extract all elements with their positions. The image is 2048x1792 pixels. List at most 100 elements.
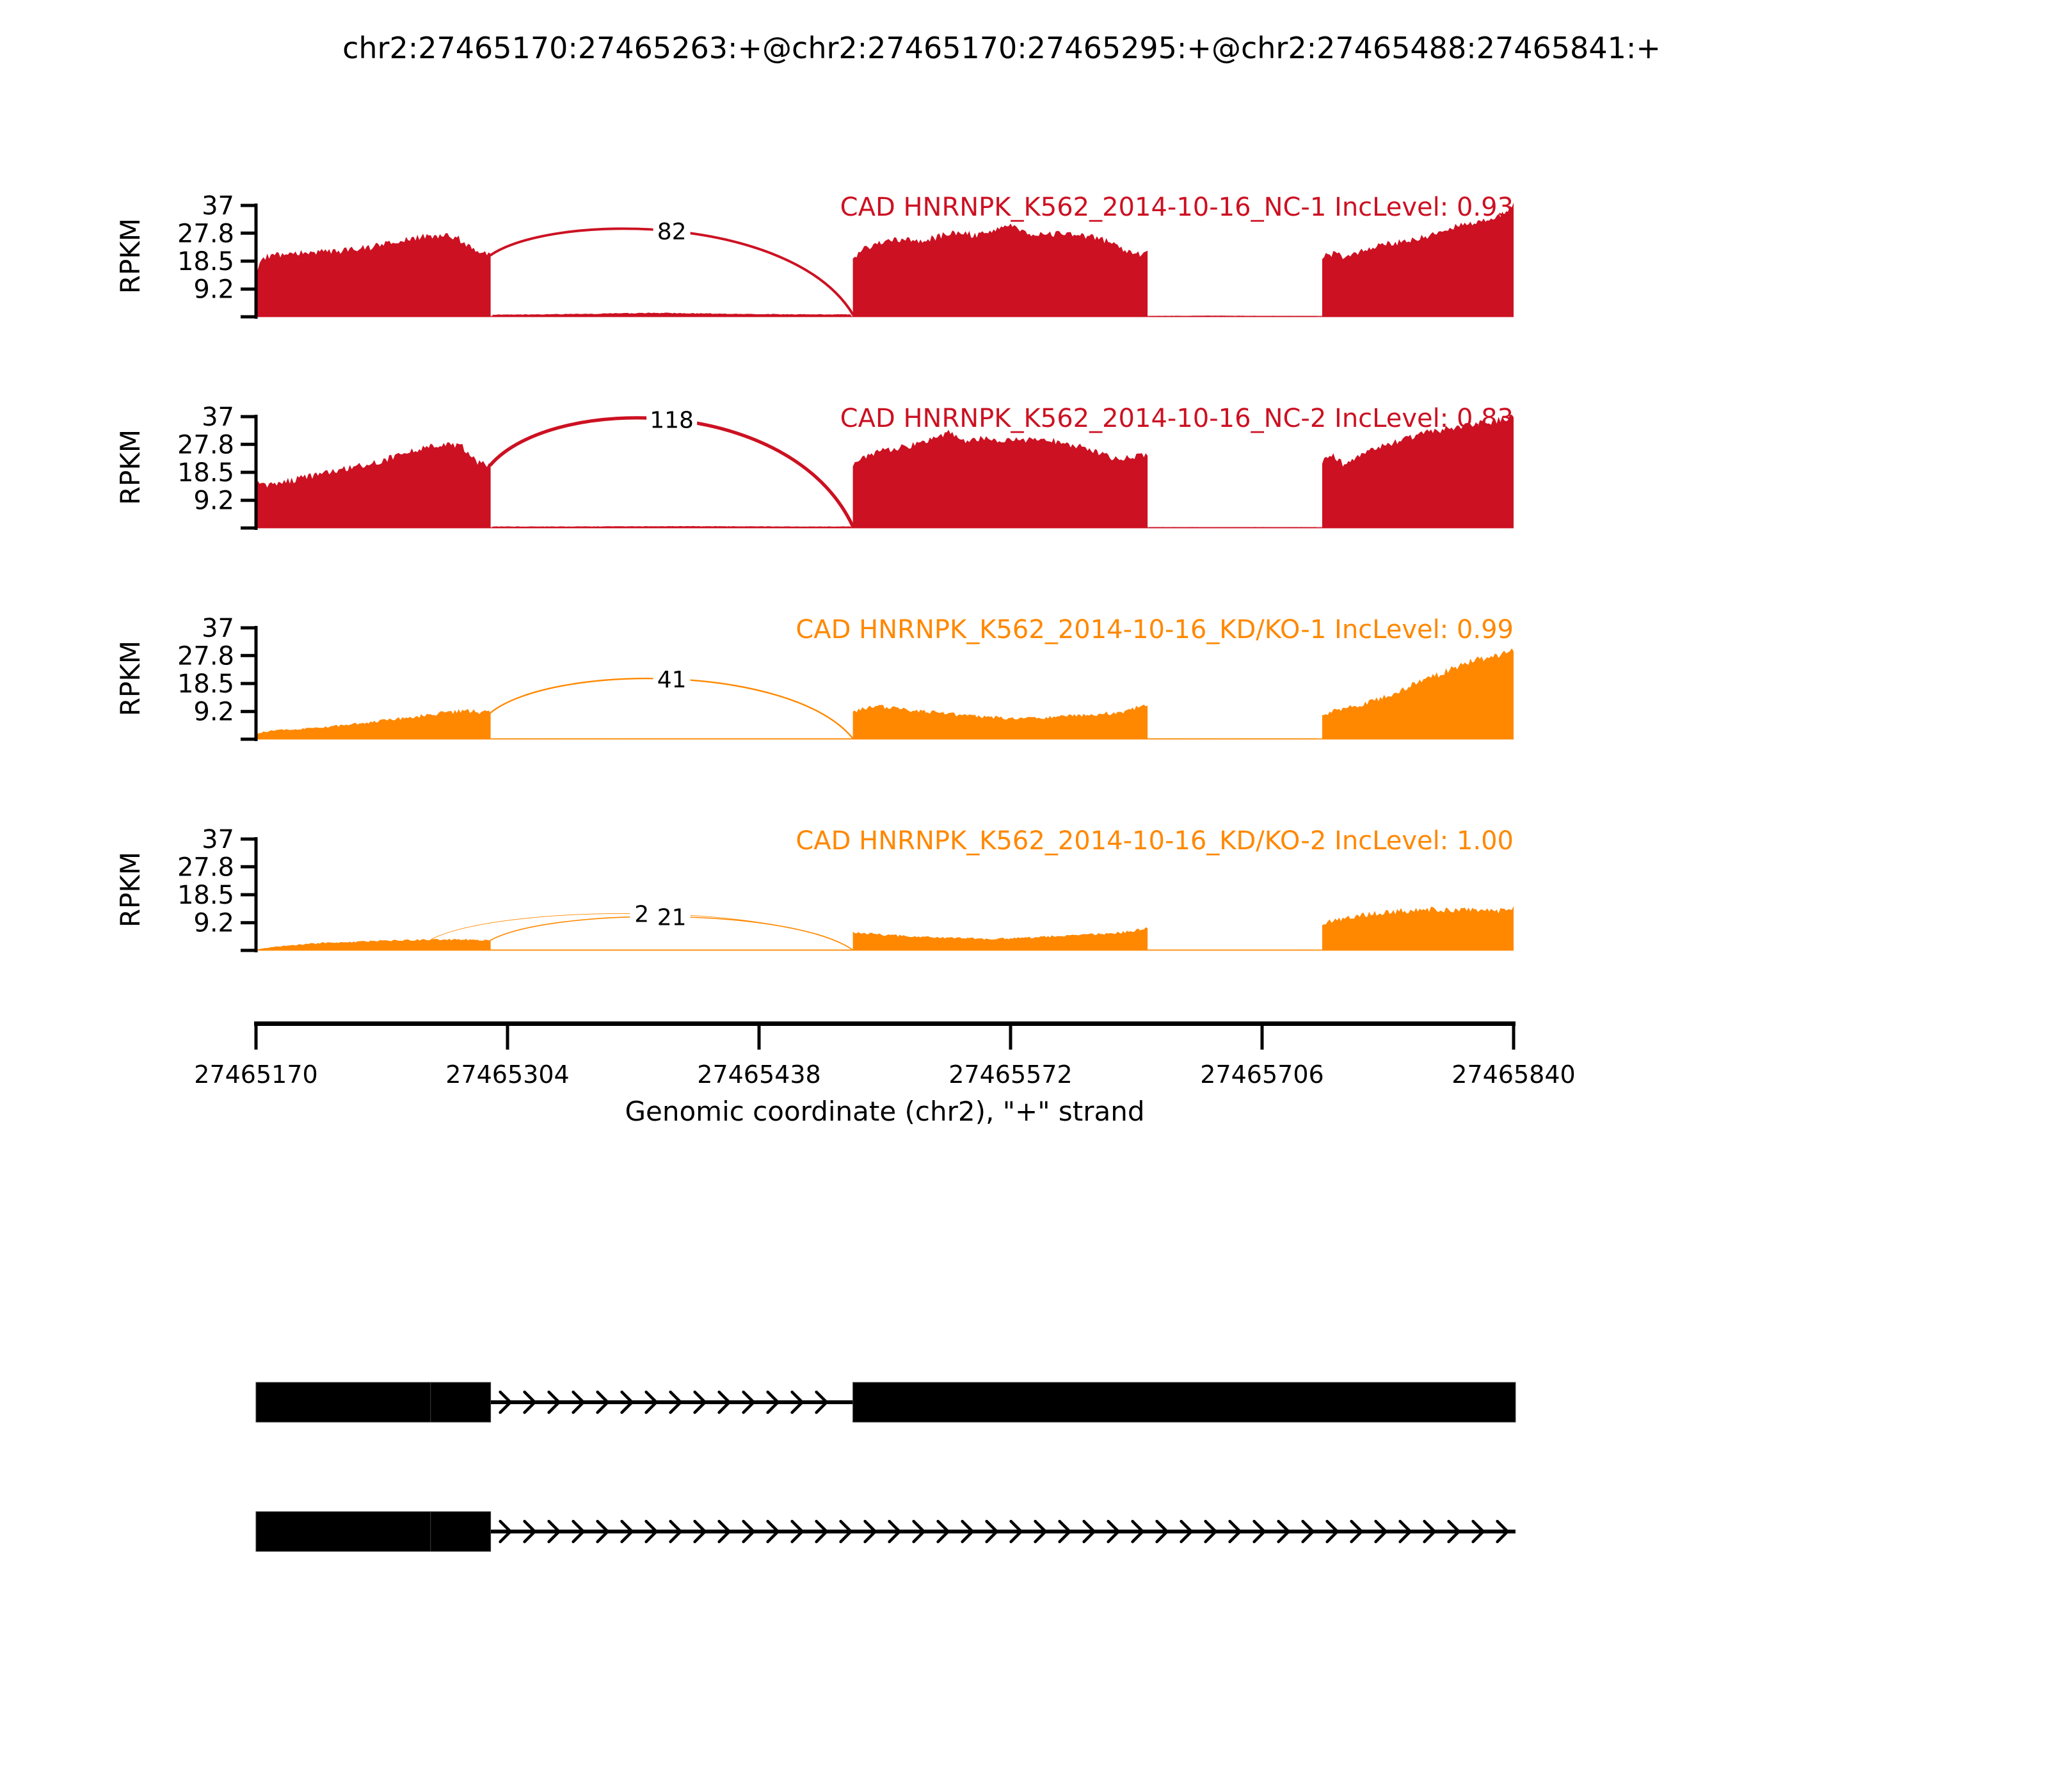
coverage-segment-1 <box>256 938 491 950</box>
strand-arrow-icon <box>1204 1519 1217 1544</box>
coverage-segment-4 <box>1149 527 1317 528</box>
strand-arrow-icon <box>572 1390 585 1414</box>
strand-arrow-icon <box>1374 1519 1388 1544</box>
coverage-segment-5 <box>1322 414 1514 528</box>
strand-arrow-icon <box>839 1519 852 1544</box>
y-tick-label: 27.8 <box>177 641 234 671</box>
strand-arrow-icon <box>596 1390 609 1414</box>
junction-label-gap <box>653 665 691 692</box>
strand-arrow-icon <box>1058 1519 1071 1544</box>
strand-arrow-icon <box>1228 1519 1242 1544</box>
strand-arrow-icon <box>693 1519 707 1544</box>
exon-box <box>430 1382 492 1423</box>
coverage-segment-3 <box>852 927 1148 950</box>
track-title: CAD HNRNPK_K562_2014-10-16_KD/KO-1 IncLe… <box>796 615 1514 644</box>
x-tick-label: 27465304 <box>445 1060 569 1089</box>
x-axis-label: Genomic coordinate (chr2), "+" strand <box>625 1096 1145 1127</box>
strand-arrow-icon <box>499 1390 512 1414</box>
strand-arrow-icon <box>644 1390 658 1414</box>
x-tick-label: 27465438 <box>697 1060 820 1089</box>
strand-arrow-icon <box>815 1390 828 1414</box>
junction-count-label: 41 <box>657 667 687 693</box>
strand-arrow-icon <box>693 1390 707 1414</box>
strand-arrow-icon <box>985 1519 998 1544</box>
y-axis-tick <box>241 470 256 474</box>
junction-count-label: 118 <box>650 408 694 434</box>
strand-arrow-icon <box>523 1390 536 1414</box>
strand-arrow-icon <box>717 1390 731 1414</box>
track-title: CAD HNRNPK_K562_2014-10-16_NC-1 IncLevel… <box>840 193 1514 222</box>
strand-arrow-icon <box>717 1519 731 1544</box>
exon-box <box>255 1511 431 1552</box>
coverage-segment-5 <box>1322 202 1514 317</box>
figure-title: chr2:27465170:27465263:+@chr2:27465170:2… <box>342 31 1661 65</box>
strand-arrow-icon <box>1107 1519 1120 1544</box>
strand-arrow-icon <box>1447 1519 1460 1544</box>
strand-arrow-icon <box>1325 1519 1339 1544</box>
x-tick-label: 27465572 <box>948 1060 1072 1089</box>
y-axis-tick <box>241 259 256 263</box>
x-tick-label: 27465706 <box>1200 1060 1324 1089</box>
y-tick-label: 18.5 <box>177 881 234 910</box>
coverage-segment-1 <box>256 708 491 739</box>
strand-arrow-icon <box>815 1519 828 1544</box>
strand-arrow-icon <box>1082 1519 1096 1544</box>
x-axis: 27465170 27465304 27465438 27465572 27465706… <box>194 1021 1576 1089</box>
strand-arrow-icon <box>669 1519 682 1544</box>
y-tick-label: 37 <box>202 191 234 221</box>
y-axis-tick <box>241 865 256 868</box>
strand-arrow-icon <box>1471 1519 1485 1544</box>
strand-arrow-icon <box>1131 1519 1144 1544</box>
y-axis-tick <box>241 893 256 897</box>
y-axis-tick <box>241 499 256 502</box>
strand-arrow-icon <box>1301 1519 1315 1544</box>
strand-arrow-icon <box>547 1519 561 1544</box>
y-axis-tick <box>241 231 256 235</box>
isoform-1 <box>255 1382 1516 1423</box>
strand-arrow-icon <box>499 1519 512 1544</box>
strand-arrow-icon <box>572 1519 585 1544</box>
strand-arrow-icon <box>742 1390 755 1414</box>
y-tick-label: 27.8 <box>177 430 234 460</box>
y-tick-label: 9.2 <box>193 275 234 305</box>
x-axis-tick <box>506 1024 509 1050</box>
coverage-segment-2 <box>492 312 851 317</box>
strand-arrow-icon <box>766 1519 780 1544</box>
strand-arrow-icon <box>888 1519 901 1544</box>
coverage-segment-3 <box>852 429 1148 528</box>
coverage-segment-5 <box>1322 648 1514 739</box>
y-axis-title: RPKM <box>115 641 146 716</box>
x-axis-tick <box>1512 1024 1516 1050</box>
y-axis-tick <box>241 287 256 291</box>
coverage-segment-4 <box>1149 316 1317 317</box>
strand-arrow-icon <box>1034 1519 1047 1544</box>
coverage-segment-4 <box>1149 950 1316 951</box>
strand-arrow-icon <box>766 1390 780 1414</box>
coverage-segment-2 <box>492 525 851 528</box>
strand-arrow-icon <box>742 1519 755 1544</box>
strand-arrow-icon <box>620 1519 634 1544</box>
strand-arrow-icon <box>644 1519 658 1544</box>
y-tick-label: 18.5 <box>177 247 234 276</box>
y-axis-tick <box>241 442 256 446</box>
y-tick-label: 37 <box>202 403 234 432</box>
y-axis-title: RPKM <box>115 852 146 927</box>
x-tick-label: 27465170 <box>194 1060 317 1089</box>
strand-arrow-icon <box>596 1519 609 1544</box>
strand-arrow-icon <box>1252 1519 1266 1544</box>
junction-count-label: 82 <box>657 219 687 245</box>
y-tick-label: 9.2 <box>193 909 234 938</box>
exon-box <box>255 1382 431 1423</box>
x-axis-tick <box>1009 1024 1012 1050</box>
y-tick-label: 37 <box>202 614 234 643</box>
strand-arrow-icon <box>547 1390 561 1414</box>
y-axis-tick <box>241 653 256 657</box>
x-axis-tick <box>1260 1024 1264 1050</box>
y-axis-tick <box>241 626 256 630</box>
strand-arrow-icon <box>523 1519 536 1544</box>
strand-arrow-icon <box>936 1519 950 1544</box>
junction-label-gap <box>646 406 698 433</box>
